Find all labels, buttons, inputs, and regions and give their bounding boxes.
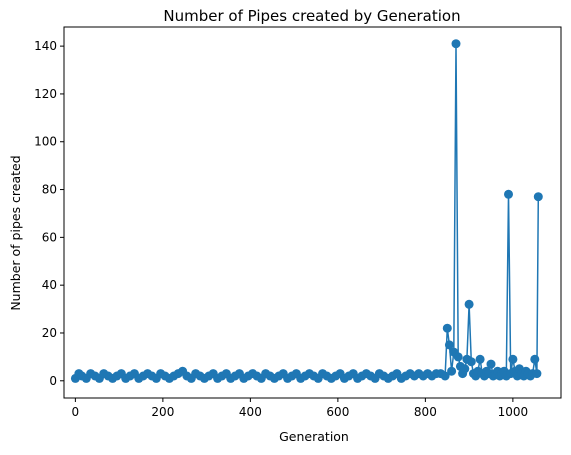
data-point bbox=[504, 189, 513, 199]
y-axis-label: Number of pipes created bbox=[8, 155, 23, 310]
data-point bbox=[447, 366, 457, 376]
y-tick-label: 80 bbox=[42, 183, 57, 197]
x-tick-label: 0 bbox=[72, 405, 80, 419]
data-point bbox=[466, 357, 476, 367]
axis-ticks: 0 200 400 600 800 1000 0 20 40 60 80 100 120 140 bbox=[34, 39, 528, 419]
plot-area bbox=[70, 39, 543, 383]
y-tick-label: 140 bbox=[34, 39, 57, 53]
y-tick-label: 100 bbox=[34, 135, 57, 149]
y-tick-label: 60 bbox=[42, 230, 57, 244]
data-point bbox=[533, 192, 543, 202]
x-tick-label: 1000 bbox=[498, 405, 529, 419]
data-point bbox=[532, 369, 542, 379]
x-tick-label: 800 bbox=[414, 405, 437, 419]
data-point bbox=[530, 354, 540, 364]
x-axis-label: Generation bbox=[279, 429, 349, 444]
chart-title: Number of Pipes created by Generation bbox=[163, 7, 460, 25]
data-point bbox=[444, 340, 454, 350]
data-point bbox=[475, 354, 485, 364]
x-tick-label: 600 bbox=[326, 405, 349, 419]
x-tick-label: 400 bbox=[239, 405, 262, 419]
y-tick-label: 0 bbox=[49, 374, 57, 388]
series-line bbox=[74, 43, 540, 380]
data-point bbox=[440, 371, 450, 381]
data-point bbox=[460, 364, 470, 374]
data-point bbox=[486, 359, 496, 369]
data-point bbox=[464, 299, 474, 309]
y-tick-label: 120 bbox=[34, 87, 57, 101]
x-tick-label: 200 bbox=[151, 405, 174, 419]
data-point bbox=[442, 323, 452, 333]
data-point bbox=[453, 352, 463, 362]
y-tick-label: 20 bbox=[42, 326, 57, 340]
data-point bbox=[508, 354, 518, 364]
data-point bbox=[451, 39, 461, 49]
y-tick-label: 40 bbox=[42, 278, 57, 292]
plot-frame bbox=[63, 26, 562, 399]
